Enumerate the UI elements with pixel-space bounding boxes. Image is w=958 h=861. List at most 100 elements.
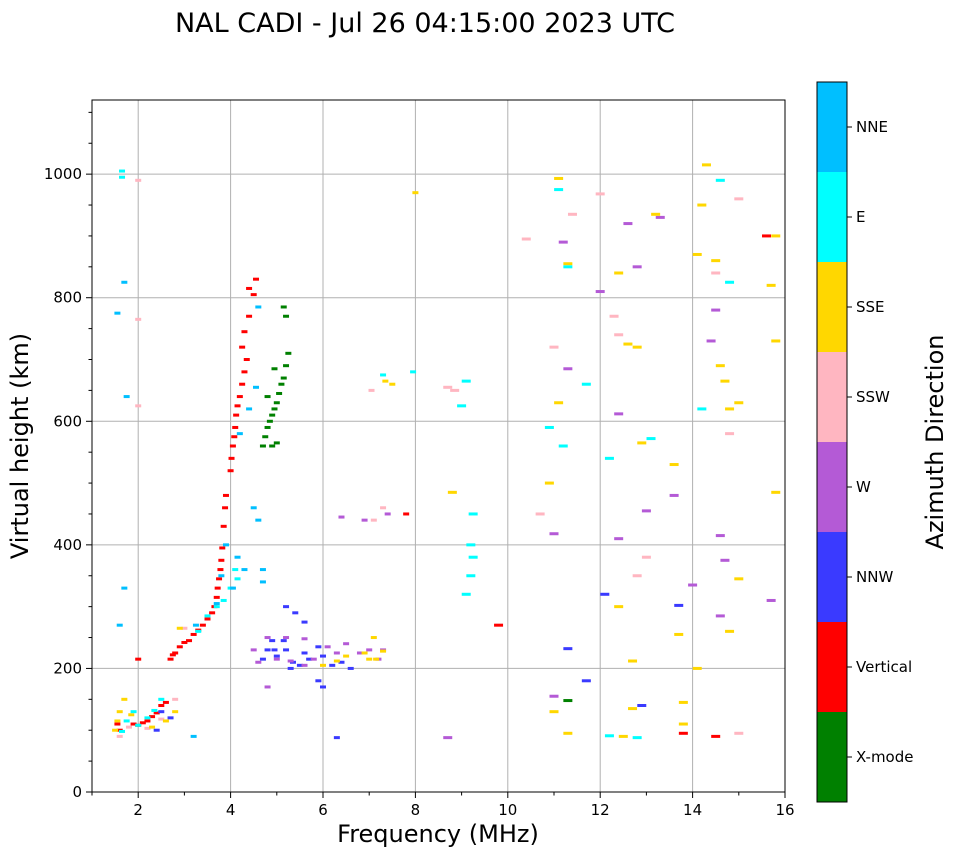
data-point-ssw [725, 432, 735, 436]
data-point-ssw [632, 574, 642, 578]
data-point-x-mode [563, 699, 573, 703]
data-point-x-mode [266, 419, 273, 423]
data-point-nne [222, 543, 229, 547]
data-point-sse [771, 490, 781, 494]
data-point-nne [259, 568, 266, 572]
data-point-sse [447, 490, 457, 494]
data-point-w [688, 583, 698, 587]
data-point-nne [253, 385, 260, 389]
data-point-sse [121, 697, 128, 701]
data-point-sse [715, 364, 725, 368]
data-point-x-mode [273, 401, 280, 405]
data-point-w [301, 663, 308, 667]
data-point-vertical [135, 657, 142, 661]
data-point-e [604, 734, 614, 738]
data-point-sse [563, 731, 573, 735]
data-point-e [563, 265, 573, 269]
data-point-vertical [169, 653, 176, 657]
data-point-nnw [269, 639, 276, 643]
data-point-vertical [204, 617, 211, 621]
data-point-nnw [315, 679, 322, 683]
data-point-vertical [403, 512, 410, 516]
data-point-vertical [241, 330, 248, 334]
chart-title: NAL CADI - Jul 26 04:15:00 2023 UTC [175, 8, 675, 39]
data-point-vertical [172, 651, 179, 655]
data-point-sse [720, 379, 730, 383]
data-point-vertical [220, 524, 227, 528]
data-point-nne [234, 555, 241, 559]
data-point-nnw [306, 657, 313, 661]
data-point-sse [366, 657, 373, 661]
data-point-vertical [246, 314, 253, 318]
data-point-w [595, 290, 605, 294]
data-point-sse [549, 710, 559, 714]
x-tick-label: 8 [411, 801, 421, 819]
data-point-w [720, 558, 730, 562]
data-point-ssw [135, 317, 142, 321]
colorbar-tick-label: E [856, 208, 865, 226]
data-point-sse [544, 481, 554, 485]
data-point-e [220, 598, 227, 602]
data-point-nnw [637, 704, 647, 707]
x-tick-label: 14 [683, 801, 702, 819]
data-point-sse [380, 649, 387, 653]
data-point-vertical [236, 395, 243, 399]
data-point-w [366, 648, 373, 652]
data-point-e [604, 456, 614, 460]
data-point-ssw [135, 404, 142, 408]
data-point-vertical [114, 722, 121, 726]
data-point-ssw [443, 385, 453, 389]
axes: 2 4 6 8 10 12 14 16 0 200 400 600 800 1000 [44, 111, 795, 819]
data-point-vertical [139, 721, 146, 725]
data-point-w [287, 659, 294, 663]
data-point-vertical [494, 623, 504, 627]
data-point-vertical [243, 358, 250, 361]
colorbar-tick-label: NNW [856, 568, 893, 586]
data-point-ssw [641, 555, 651, 559]
data-point-sse [116, 710, 123, 714]
data-point-x-mode [283, 314, 290, 318]
data-point-sse [651, 212, 661, 216]
data-point-sse [725, 407, 735, 411]
data-point-vertical [711, 734, 721, 738]
data-point-sse [361, 651, 368, 655]
data-point-nne [246, 407, 253, 411]
data-point-vertical [217, 568, 224, 572]
data-point-e [135, 723, 142, 727]
colorbar-frame [816, 81, 848, 803]
data-point-vertical [216, 577, 223, 581]
data-point-w [715, 534, 725, 538]
data-point-nnw [600, 592, 610, 596]
data-point-w [324, 645, 331, 649]
data-point-e [468, 555, 478, 559]
data-point-ssw [380, 506, 387, 510]
data-point-w [443, 736, 453, 740]
data-point-vertical [176, 645, 183, 649]
data-point-w [614, 412, 624, 416]
data-point-vertical [239, 345, 246, 349]
data-point-vertical [246, 286, 253, 290]
data-point-sse [701, 163, 711, 167]
data-point-e [213, 605, 220, 609]
data-point-sse [711, 259, 721, 263]
data-point-nne [218, 574, 225, 578]
data-point-sse [554, 176, 564, 180]
data-point-sse [628, 659, 638, 663]
data-point-vertical [218, 558, 225, 562]
data-point-vertical [213, 595, 220, 599]
data-point-sse [734, 401, 744, 405]
data-point-vertical [130, 722, 137, 726]
data-point-x-mode [264, 395, 271, 399]
data-point-sse [771, 339, 781, 343]
data-point-nnw [167, 716, 174, 720]
y-tick-label: 800 [53, 289, 82, 307]
colorbar-tick-label: Vertical [856, 658, 912, 676]
data-point-e [466, 543, 476, 547]
data-point-w [338, 515, 345, 519]
data-point-vertical [229, 444, 236, 448]
data-point-sse [623, 342, 633, 346]
y-tick-label: 400 [53, 536, 82, 554]
colorbar-tick-label: X-mode [856, 748, 913, 766]
data-point-ssw [172, 697, 179, 701]
data-point-e [466, 574, 476, 578]
